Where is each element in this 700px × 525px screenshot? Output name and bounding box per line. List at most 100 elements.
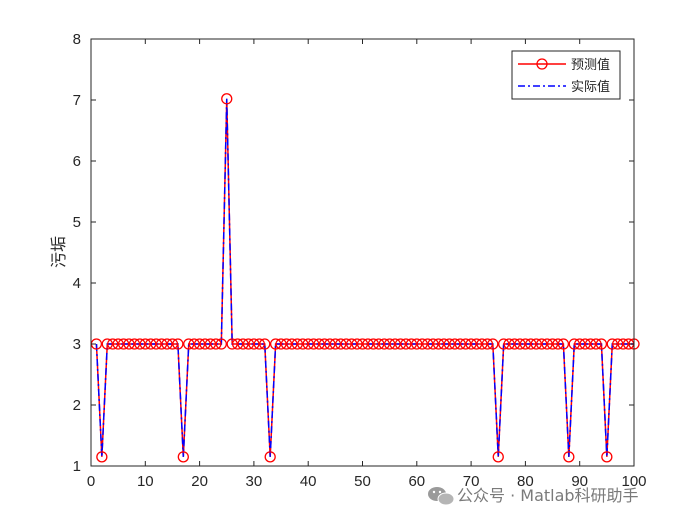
watermark: 公众号 · Matlab科研助手 — [428, 486, 639, 506]
data-point-predicted — [394, 338, 407, 350]
data-point-predicted — [166, 338, 179, 350]
data-point-predicted — [313, 338, 325, 350]
data-point-predicted — [259, 338, 271, 350]
x-tick-label: 90 — [571, 473, 588, 490]
plot-area — [91, 39, 634, 466]
y-tick-label: 1 — [73, 458, 81, 475]
data-point-predicted — [242, 338, 255, 350]
data-point-predicted — [552, 338, 564, 350]
data-point-predicted — [405, 338, 418, 350]
data-point-predicted — [307, 338, 320, 350]
data-point-predicted — [411, 338, 423, 350]
data-point-predicted — [356, 338, 369, 350]
data-point-predicted — [96, 451, 108, 463]
y-tick-label: 2 — [73, 397, 81, 414]
data-point-predicted — [443, 338, 456, 350]
data-point-predicted — [210, 338, 222, 350]
data-point-predicted — [601, 451, 613, 463]
y-tick-label: 3 — [73, 336, 81, 353]
data-point-predicted — [161, 338, 173, 350]
data-point-predicted — [595, 338, 608, 350]
data-point-predicted — [329, 338, 342, 350]
legend-label-actual: 实际值 — [571, 79, 610, 95]
data-point-predicted — [340, 338, 352, 350]
data-point-predicted — [183, 338, 195, 350]
data-point-predicted — [204, 338, 217, 350]
data-point-predicted — [226, 338, 238, 350]
tick-layer: 0 10 20 30 40 50 60 70 80 90 100 1 2 3 4 5 6 7 8 — [73, 31, 647, 490]
data-point-predicted — [335, 338, 347, 350]
x-tick-label: 0 — [87, 473, 95, 490]
data-point-predicted — [367, 338, 380, 350]
data-point-predicted — [389, 338, 401, 350]
data-point-predicted — [568, 338, 580, 350]
data-point-predicted — [422, 338, 434, 350]
data-point-predicted — [155, 338, 168, 350]
data-point-predicted — [324, 338, 336, 350]
data-point-predicted — [416, 338, 428, 350]
data-point-predicted — [470, 338, 483, 350]
data-point-predicted — [557, 338, 570, 350]
legend-marker-predicted — [536, 58, 548, 70]
data-point-predicted — [248, 338, 260, 350]
data-point-predicted — [351, 338, 363, 350]
data-point-predicted — [177, 451, 189, 463]
data-point-predicted — [541, 338, 553, 350]
y-tick-label: 4 — [73, 275, 81, 292]
data-point-predicted — [546, 338, 559, 350]
data-point-predicted — [606, 338, 618, 350]
wechat-icon — [428, 487, 455, 506]
data-point-predicted — [172, 338, 184, 350]
x-tick-label: 60 — [408, 473, 425, 490]
data-point-predicted — [460, 338, 472, 350]
data-point-predicted — [492, 451, 504, 463]
y-tick-label: 6 — [73, 153, 81, 170]
data-point-predicted — [362, 338, 374, 350]
data-point-predicted — [101, 338, 113, 350]
data-point-predicted — [536, 338, 548, 350]
data-point-predicted — [438, 338, 450, 350]
data-point-predicted — [345, 338, 358, 350]
x-tick-label: 20 — [191, 473, 208, 490]
data-point-predicted — [525, 338, 537, 350]
x-tick-label: 30 — [246, 473, 263, 490]
data-point-predicted — [112, 338, 124, 350]
data-point-predicted — [231, 338, 244, 350]
y-tick-label: 8 — [73, 31, 81, 48]
data-point-predicted — [128, 338, 141, 350]
data-point-predicted — [519, 338, 532, 350]
y-tick-label: 7 — [73, 92, 81, 109]
data-point-predicted — [476, 338, 488, 350]
data-point-predicted — [275, 338, 287, 350]
data-point-predicted — [123, 338, 135, 350]
data-point-predicted — [318, 338, 331, 350]
data-point-predicted — [253, 338, 265, 350]
data-point-predicted — [199, 338, 211, 350]
data-point-predicted — [481, 338, 494, 350]
data-point-predicted — [145, 338, 157, 350]
data-point-predicted — [465, 338, 477, 350]
data-point-predicted — [487, 338, 499, 350]
y-axis-label: 污垢 — [49, 236, 68, 268]
data-point-predicted — [297, 338, 309, 350]
data-point-predicted — [280, 338, 293, 350]
data-point-predicted — [107, 338, 119, 350]
x-tick-label: 100 — [621, 473, 646, 490]
data-point-predicted — [563, 451, 575, 463]
legend-label-predicted: 预测值 — [571, 57, 610, 73]
data-point-predicted — [584, 338, 597, 350]
x-tick-label: 10 — [137, 473, 154, 490]
data-point-predicted — [427, 338, 439, 350]
x-tick-label: 40 — [300, 473, 317, 490]
data-point-predicted — [286, 338, 298, 350]
data-point-predicted — [383, 338, 396, 350]
data-point-predicted — [264, 451, 276, 463]
y-tick-label: 5 — [73, 214, 81, 231]
data-point-predicted — [400, 338, 412, 350]
data-point-predicted — [291, 338, 303, 350]
data-point-predicted — [378, 338, 390, 350]
data-point-predicted — [579, 338, 591, 350]
data-point-predicted — [508, 338, 521, 350]
x-tick-label: 70 — [463, 473, 480, 490]
